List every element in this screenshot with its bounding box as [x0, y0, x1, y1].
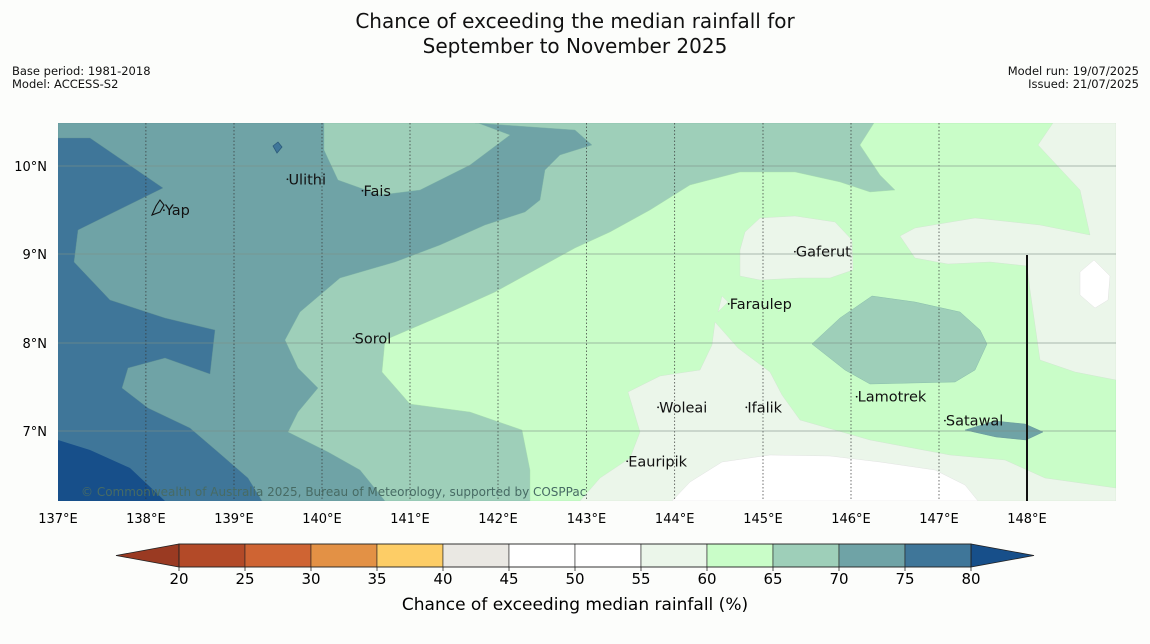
island-yap — [150, 199, 165, 216]
place-labels: Ulithi Fais Yap Gaferut Faraulep Sorol Woleai I… — [163, 172, 1003, 470]
colorbar-tick-label: 75 — [895, 570, 914, 588]
place-label: Fais — [363, 184, 390, 200]
grid-lines — [58, 123, 1116, 501]
colorbar-tick-label: 50 — [565, 570, 584, 588]
colorbar-tick-label: 60 — [697, 570, 716, 588]
place-label: Ifalik — [747, 400, 782, 416]
colorbar-over-arrow — [970, 543, 1035, 568]
probability-map — [58, 123, 1116, 501]
colorbar-segment — [442, 543, 510, 568]
colorbar-segment — [640, 543, 708, 568]
colorbar-segment — [574, 543, 642, 568]
zone-80-plus — [58, 440, 165, 501]
lon-tick-label: 144°E — [655, 512, 695, 527]
issued-date: Issued: 21/07/2025 — [1028, 77, 1139, 91]
colorbar-tick-label: 30 — [301, 570, 320, 588]
chart-title-line2: September to November 2025 — [422, 34, 728, 58]
place-marker — [361, 189, 364, 192]
lon-tick-label: 145°E — [743, 512, 783, 527]
islands — [150, 141, 283, 216]
colorbar: 20 25 30 35 40 45 50 55 60 65 70 75 80 — [115, 543, 1035, 588]
place-label: Satawal — [946, 414, 1003, 430]
place-label: Faraulep — [730, 297, 792, 313]
place-label: Lamotrek — [858, 390, 927, 406]
place-label: Eauripik — [628, 454, 687, 470]
lon-tick-label: 139°E — [214, 512, 254, 527]
place-label: Sorol — [355, 331, 392, 347]
colorbar-label: Chance of exceeding median rainfall (%) — [402, 595, 748, 615]
colorbar-segment — [838, 543, 906, 568]
zone-55-60 — [579, 321, 1116, 501]
place-label: Gaferut — [796, 245, 851, 261]
zone-65-70 — [323, 123, 511, 196]
colorbar-tick-label: 40 — [433, 570, 452, 588]
place-marker — [657, 406, 659, 409]
lon-tick-label: 142°E — [478, 512, 518, 527]
colorbar-under-arrow — [115, 543, 180, 568]
zone-55-60 — [717, 295, 729, 313]
colorbar-tick-label: 45 — [499, 570, 518, 588]
colorbar-segment — [508, 543, 576, 568]
lat-tick-label: 7°N — [23, 425, 48, 440]
colorbar-tick-label: 20 — [169, 570, 188, 588]
chart-title-line1: Chance of exceeding the median rainfall … — [355, 9, 795, 33]
base-period: Base period: 1981-2018 — [12, 64, 151, 78]
colorbar-tick-label: 35 — [367, 570, 386, 588]
zone-45-55 — [671, 454, 979, 501]
place-marker — [352, 337, 355, 340]
colorbar-segment — [772, 543, 840, 568]
place-label: Yap — [164, 203, 190, 219]
latitude-ticks: 10°N 9°N 8°N 7°N — [14, 160, 47, 440]
place-marker — [793, 250, 796, 253]
zone-55-60 — [899, 123, 1116, 381]
colorbar-segment — [706, 543, 774, 568]
model-run: Model run: 19/07/2025 — [1007, 64, 1139, 78]
lon-tick-label: 140°E — [302, 512, 342, 527]
model-name: Model: ACCESS-S2 — [12, 77, 119, 91]
zone-55-60 — [739, 215, 854, 281]
place-marker — [855, 395, 858, 398]
place-marker — [626, 460, 629, 463]
colorbar-segment — [904, 543, 972, 568]
place-marker — [286, 178, 289, 181]
colorbar-segment — [376, 543, 444, 568]
lat-tick-label: 9°N — [23, 248, 48, 263]
lon-tick-label: 141°E — [390, 512, 430, 527]
metadata-left: Base period: 1981-2018 Model: ACCESS-S2 — [12, 65, 151, 91]
place-marker — [745, 406, 748, 409]
place-marker — [163, 209, 165, 212]
metadata-right: Model run: 19/07/2025 Issued: 21/07/2025 — [1008, 65, 1139, 91]
longitude-ticks: 137°E 138°E 139°E 140°E 141°E 142°E 143°… — [38, 512, 1047, 527]
place-marker — [727, 303, 730, 305]
colorbar-segment — [178, 543, 246, 568]
lon-tick-label: 143°E — [567, 512, 607, 527]
copyright-notice: © Commonwealth of Australia 2025, Bureau… — [81, 485, 586, 499]
colorbar-tick-label: 25 — [235, 570, 254, 588]
colorbar-segment — [310, 543, 378, 568]
place-marker — [944, 419, 946, 422]
colorbar-tick-label: 70 — [829, 570, 848, 588]
lon-tick-label: 148°E — [1007, 512, 1047, 527]
zone-70-75 — [964, 420, 1044, 441]
zone-45-55 — [1079, 259, 1111, 309]
colorbar-segment — [244, 543, 312, 568]
colorbar-tick-label: 80 — [961, 570, 980, 588]
place-label: Ulithi — [288, 172, 326, 188]
place-label: Woleai — [659, 400, 707, 416]
zone-65-70 — [811, 295, 988, 385]
lon-tick-label: 147°E — [919, 512, 959, 527]
lon-tick-label: 146°E — [831, 512, 871, 527]
lat-tick-label: 10°N — [14, 160, 47, 175]
zone-60-65 — [381, 123, 1116, 501]
lat-tick-label: 8°N — [23, 337, 48, 352]
island-ngulu — [272, 141, 283, 154]
lon-tick-label: 138°E — [126, 512, 166, 527]
colorbar-tick-label: 65 — [763, 570, 782, 588]
colorbar-tick-label: 55 — [631, 570, 650, 588]
lon-tick-label: 137°E — [38, 512, 78, 527]
